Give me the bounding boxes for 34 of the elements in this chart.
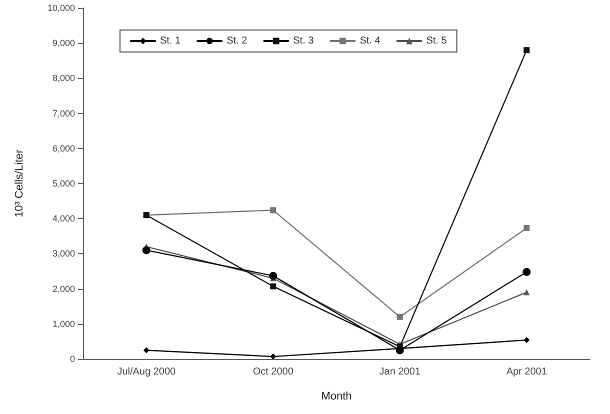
point bbox=[522, 268, 531, 276]
y-tick-label: 10,000 bbox=[47, 3, 75, 13]
point bbox=[524, 337, 530, 344]
x-tick-label: Jul/Aug 2000 bbox=[117, 366, 176, 378]
y-tick-label: 5,000 bbox=[52, 178, 75, 188]
x-tick-label: Oct 2000 bbox=[252, 366, 294, 378]
y-tick-label: 7,000 bbox=[52, 108, 75, 118]
y-tick-label: 3,000 bbox=[52, 248, 75, 259]
y-tick-label: 6,000 bbox=[52, 143, 75, 154]
y-tick-label: 0 bbox=[70, 354, 75, 364]
point bbox=[269, 272, 278, 280]
point bbox=[143, 347, 150, 354]
point bbox=[524, 225, 530, 232]
legend-label: St. 4 bbox=[360, 36, 381, 46]
point bbox=[270, 207, 276, 214]
point bbox=[270, 283, 276, 290]
y-tick-label: 2,000 bbox=[52, 284, 75, 294]
legend-label: St. 3 bbox=[293, 36, 314, 46]
x-tick-label: Apr 2001 bbox=[506, 366, 548, 378]
y-axis-title: 10³ Cells/Liter bbox=[14, 149, 26, 218]
point bbox=[270, 354, 276, 360]
legend-label: St. 2 bbox=[226, 36, 248, 46]
x-tick-label: Jan 2001 bbox=[379, 366, 421, 378]
point bbox=[396, 314, 403, 320]
y-tick-label: 8,000 bbox=[52, 73, 75, 84]
y-tick-label: 4,000 bbox=[52, 214, 75, 224]
point bbox=[524, 47, 530, 54]
y-tick-label: 9,000 bbox=[52, 38, 75, 48]
point bbox=[142, 246, 150, 254]
legend-label: St. 5 bbox=[426, 36, 448, 46]
legend-label: St. 1 bbox=[160, 36, 182, 46]
x-axis-title: Month bbox=[321, 390, 352, 402]
y-tick-label: 1,000 bbox=[52, 318, 75, 329]
point bbox=[524, 289, 530, 296]
